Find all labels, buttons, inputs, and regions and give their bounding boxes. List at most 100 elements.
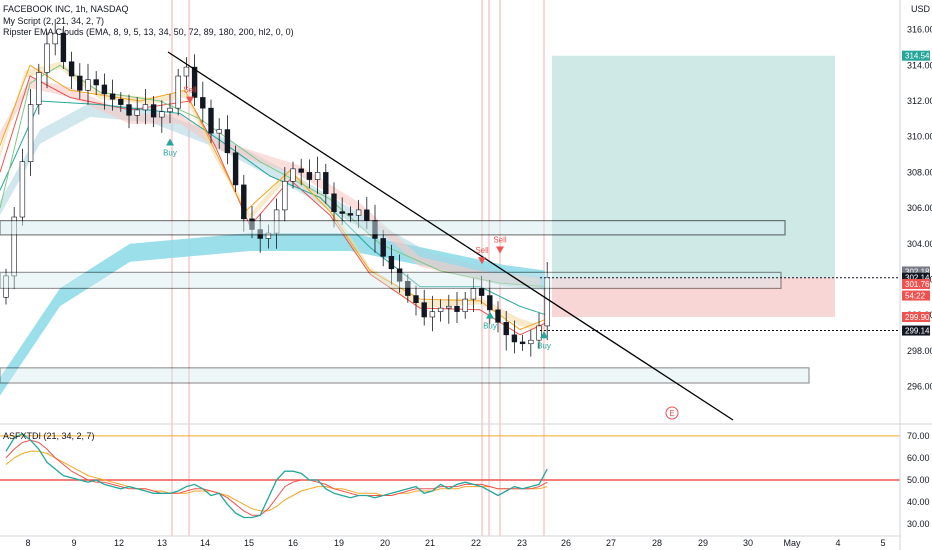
candle-body (101, 84, 108, 95)
signal-vline (188, 0, 190, 536)
time-tick-label: 16 (288, 538, 298, 548)
price-tag-label: 302.14 (905, 274, 930, 283)
candle-body (478, 288, 485, 296)
signal-label: Buy (163, 149, 177, 158)
candle (60, 26, 67, 69)
candle (282, 167, 288, 222)
candle (306, 159, 313, 189)
indicator-yellow-line (5, 450, 548, 512)
candle-body (347, 213, 354, 216)
ema-line-teal (0, 100, 548, 316)
candle (298, 158, 304, 186)
candle-body (355, 209, 362, 216)
price-tag (902, 311, 930, 322)
candle (101, 73, 108, 110)
candle-body (511, 334, 518, 343)
price-tag-label: 54:22 (905, 292, 926, 301)
currency-label: USD (911, 4, 931, 14)
candle-body (314, 172, 321, 180)
price-tick-label: 306.00 (907, 203, 932, 213)
candle-body (380, 238, 386, 257)
price-tick-label: 314.00 (907, 60, 932, 70)
signal-label: Sell (493, 236, 507, 245)
legend-ripster-ema: Ripster EMA Clouds (EMA, 8, 9, 5, 13, 34… (3, 27, 294, 37)
time-tick-label: 29 (698, 538, 708, 548)
time-tick-label: 13 (157, 538, 167, 548)
candle (27, 88, 34, 176)
candle-body (11, 216, 17, 277)
candle (134, 97, 140, 124)
candle-body (167, 107, 173, 113)
indicator-tick-label: 40.00 (907, 497, 930, 507)
candle-body (68, 61, 75, 77)
price-tag (902, 290, 930, 301)
time-tick-label: 14 (200, 538, 210, 548)
candle (536, 313, 542, 349)
candle-body (241, 184, 247, 220)
candle (421, 289, 427, 326)
price-tag (902, 272, 930, 283)
indicator-pane (0, 432, 900, 519)
time-tick-label: 21 (425, 538, 435, 548)
candle-body (306, 172, 313, 180)
candle (150, 96, 157, 128)
time-tick-label: 30 (743, 538, 753, 548)
indicator-title: ASFXTDI (21, 34, 2, 7) (3, 431, 95, 441)
candle (77, 63, 83, 99)
legend-my-script: My Script (2, 21, 34, 2, 7) (3, 16, 105, 26)
candle (118, 92, 124, 112)
signal-label: Sell (183, 86, 197, 95)
candle-body (405, 280, 411, 296)
price-tag (902, 325, 930, 336)
candle (478, 275, 485, 305)
time-tick-label: 8 (25, 538, 30, 548)
candle-body (183, 66, 190, 77)
candle (224, 115, 231, 165)
indicator-red-line (5, 439, 548, 516)
sell-arrow-icon (496, 246, 504, 254)
price-tag-label: 299.90 (905, 313, 930, 322)
ema-line-red (0, 75, 548, 336)
candle-body (413, 295, 419, 303)
candle (109, 79, 116, 111)
candle (167, 93, 173, 124)
signal-vline (543, 0, 545, 536)
candle-body (142, 104, 149, 111)
candle (323, 163, 329, 204)
time-tick-label: 5 (880, 538, 885, 548)
candle (52, 18, 58, 56)
candle (208, 99, 214, 144)
candle (183, 57, 190, 89)
candle-body (536, 325, 542, 341)
candle (405, 274, 411, 303)
candle (93, 71, 99, 95)
price-pane: Sell Buy Sell Sell Buy Buy E (0, 18, 900, 421)
candle (44, 32, 50, 89)
pivot-box (0, 271, 782, 290)
candle-body (437, 307, 444, 312)
candle-body (544, 277, 550, 327)
candle (470, 278, 477, 312)
buy-arrow-icon (540, 331, 548, 339)
candle-body (331, 193, 337, 212)
candle (85, 63, 91, 105)
candle-body (27, 104, 34, 163)
time-tick-label: 19 (334, 538, 344, 548)
candle-body (134, 109, 140, 116)
buy-arrow-icon (166, 138, 174, 146)
candle-body (462, 298, 468, 312)
candle (454, 291, 460, 324)
candle (36, 63, 42, 115)
time-tick-label: 22 (471, 538, 481, 548)
candle-body (421, 302, 427, 318)
candle (437, 299, 444, 322)
candle-body (118, 98, 124, 105)
ema-cloud-mid (0, 102, 545, 291)
price-tag-label: 314.54 (905, 52, 930, 61)
support-box (0, 367, 810, 384)
candle (126, 94, 132, 129)
candle (19, 148, 26, 226)
candle (68, 51, 75, 89)
time-tick-label: 28 (652, 538, 662, 548)
